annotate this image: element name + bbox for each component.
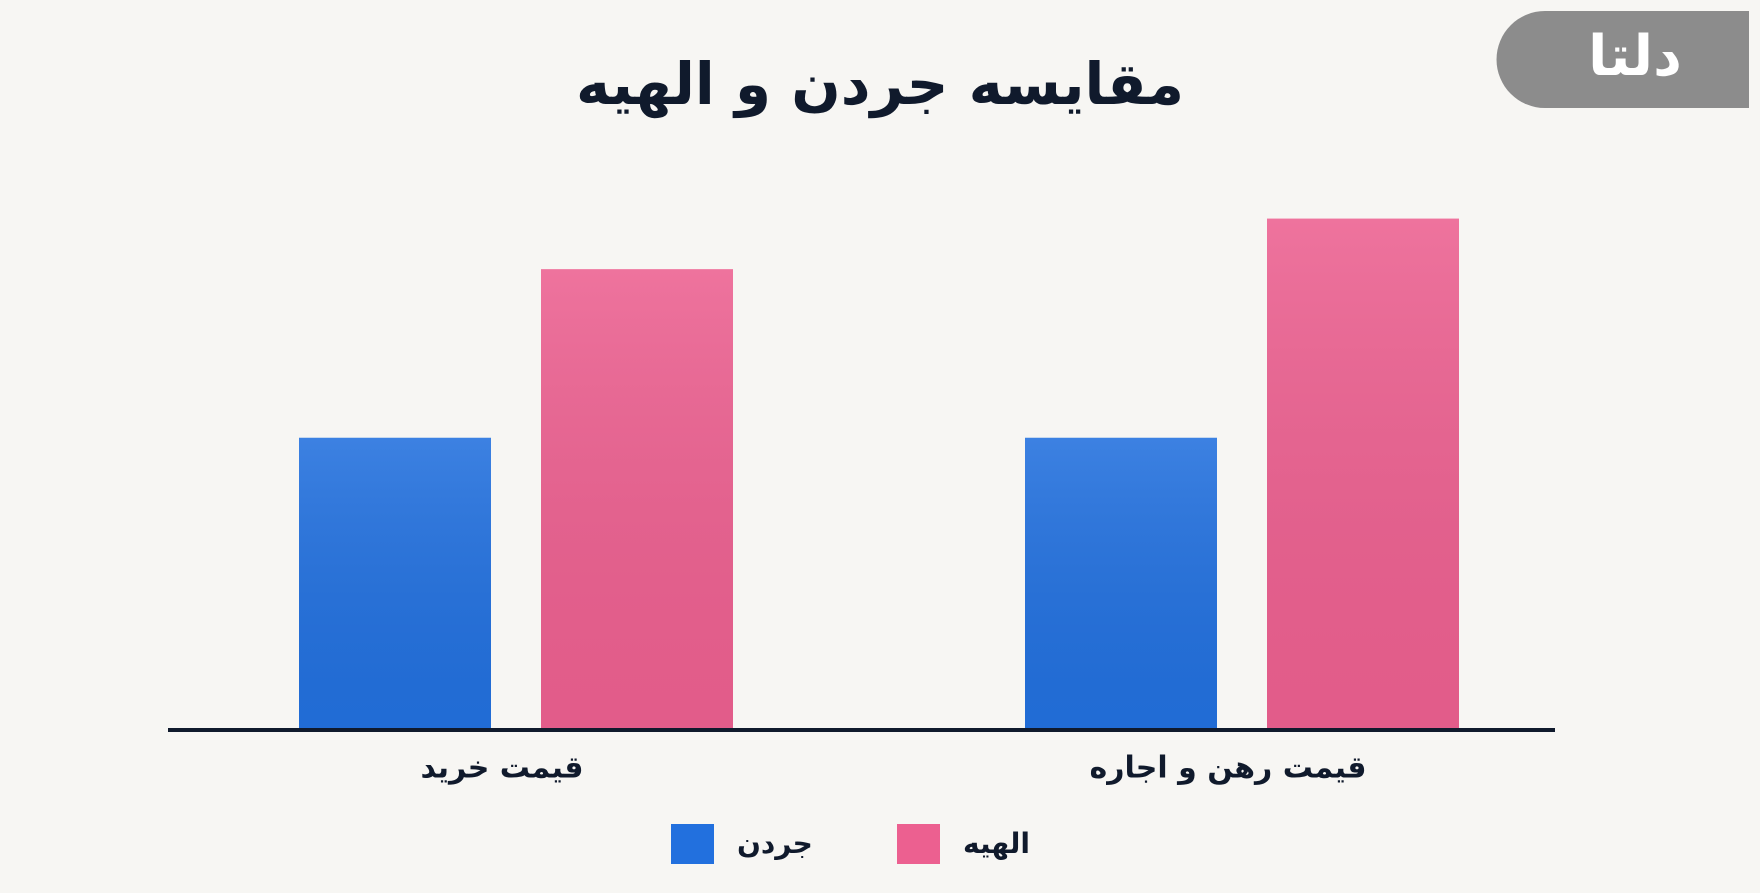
chart-title: مقایسه جردن و الهیه (576, 50, 1184, 119)
legend-label: جردن (737, 827, 813, 860)
logo-badge (1496, 11, 1749, 108)
logo-text: دلتا (1588, 24, 1682, 89)
bar-shade (1267, 218, 1459, 730)
legend-swatch (897, 824, 940, 864)
x-tick-label: قیمت رهن و اجاره (1090, 751, 1367, 786)
bar-shade (299, 437, 491, 730)
bar-shade (1025, 437, 1217, 730)
legend-swatch (671, 824, 714, 864)
x-tick-label: قیمت خرید (420, 751, 583, 786)
legend-label: الهیه (963, 827, 1030, 860)
bar-shade (541, 269, 733, 730)
